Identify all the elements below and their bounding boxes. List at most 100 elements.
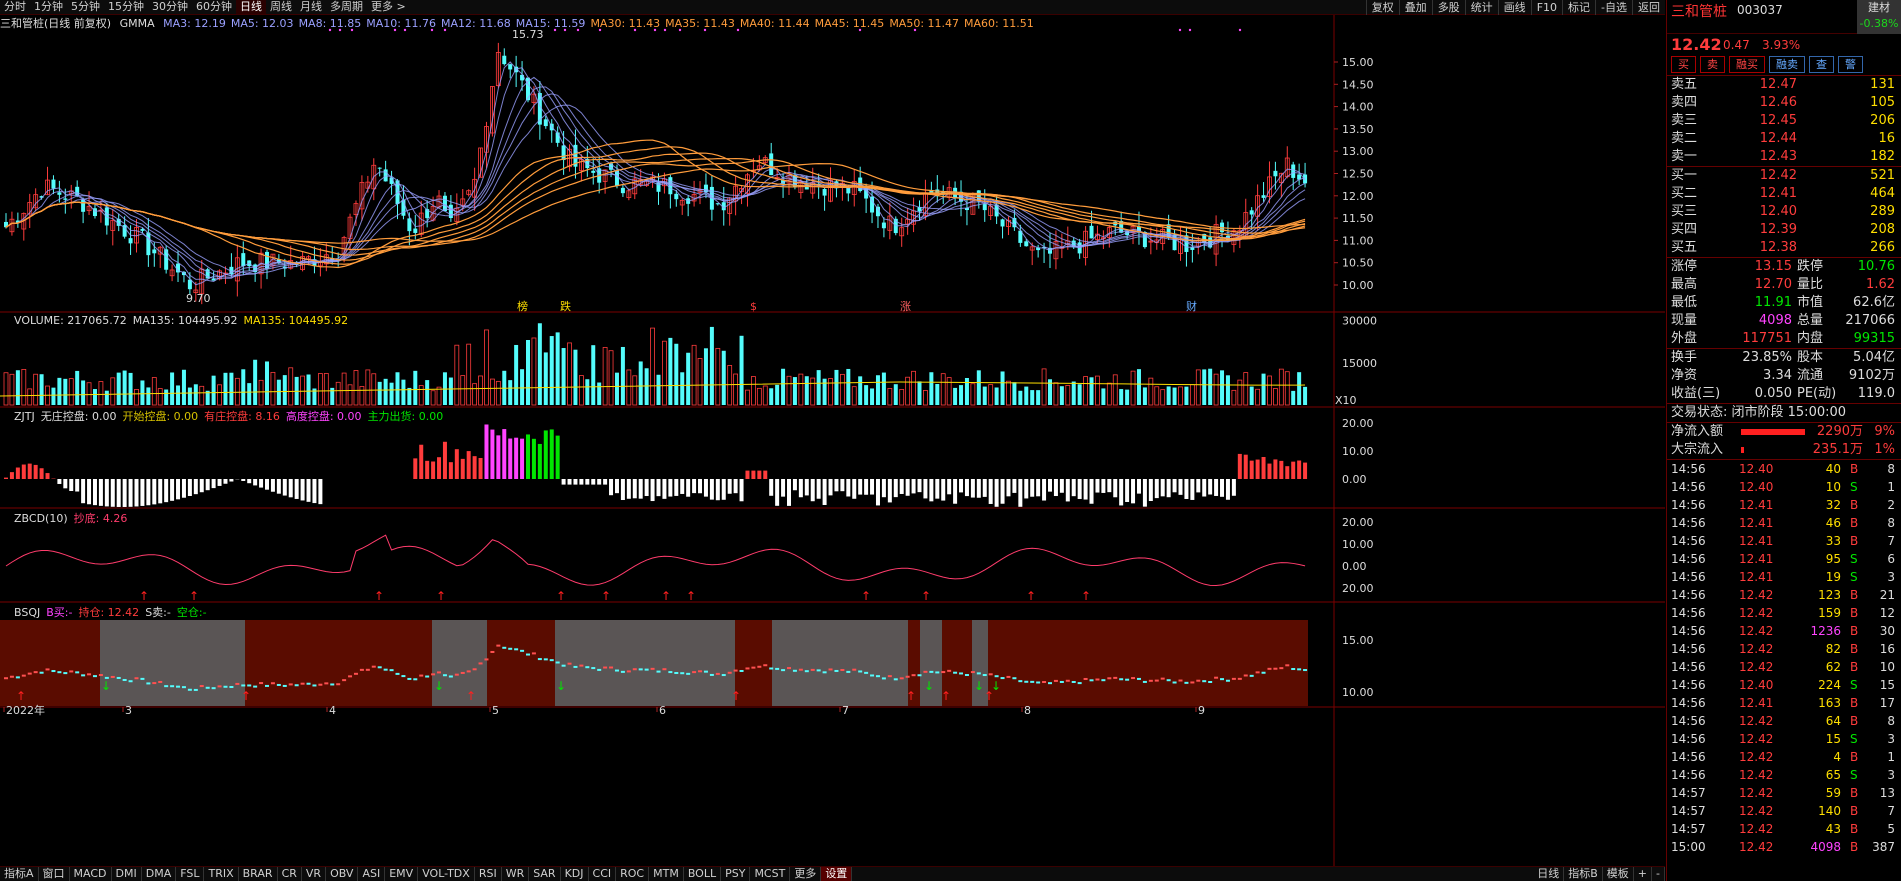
tool-button[interactable]: 返回 — [1632, 0, 1665, 15]
bottom-right-button[interactable]: 指标B — [1564, 867, 1603, 881]
panel-value: 无庄控盘: 0.00 — [40, 410, 117, 423]
trade-status: 交易状态: 闭市阶段 15:00:00 — [1671, 405, 1847, 420]
trade-button[interactable]: 买 — [1671, 56, 1696, 73]
indicator-tab[interactable]: MACD — [70, 867, 112, 881]
stat-row: 涨停 13.15 跌停 10.76 — [1671, 259, 1895, 274]
zjtj-bar — [508, 438, 513, 479]
zjtj-bar — [253, 479, 258, 486]
period-tab[interactable]: 月线 — [300, 0, 322, 13]
indicator-tab[interactable]: 更多 — [790, 867, 822, 881]
zjtj-bar — [306, 479, 311, 502]
indicator-tab[interactable]: RSI — [475, 867, 502, 881]
zjtj-bar — [1065, 479, 1070, 502]
indicator-tab[interactable]: FSL — [176, 867, 205, 881]
bsqj-mark — [300, 682, 305, 685]
tool-button[interactable]: F10 — [1530, 0, 1562, 15]
indicator-tab[interactable]: OBV — [326, 867, 359, 881]
trade-button[interactable]: 警 — [1838, 56, 1863, 73]
indicator-tab[interactable]: CCI — [589, 867, 617, 881]
indicator-tab[interactable]: TRIX — [204, 867, 239, 881]
bottom-right-button[interactable]: - — [1652, 867, 1665, 881]
zjtj-bar — [543, 430, 548, 479]
candle-body — [63, 198, 68, 200]
indicator-tab[interactable]: VOL-TDX — [418, 867, 475, 881]
indicator-tab[interactable]: DMA — [142, 867, 177, 881]
indicator-tab[interactable]: ROC — [616, 867, 650, 881]
zjtj-bar — [466, 451, 471, 479]
signal-dot — [328, 28, 332, 32]
candle-body — [620, 187, 625, 194]
tool-button[interactable]: 多股 — [1431, 0, 1465, 15]
volume-bar — [792, 377, 797, 405]
indicator-tab[interactable]: MCST — [750, 867, 791, 881]
candle-body — [1071, 240, 1076, 248]
tool-button[interactable]: -自选 — [1595, 0, 1632, 15]
bottom-right-button[interactable]: + — [1634, 867, 1653, 881]
period-tab[interactable]: 60分钟 — [196, 0, 232, 13]
trade-button[interactable]: 查 — [1809, 56, 1834, 73]
indicator-tab[interactable]: VR — [302, 867, 327, 881]
period-tab[interactable]: 30分钟 — [152, 0, 188, 13]
tool-button[interactable]: 统计 — [1464, 0, 1498, 15]
candle-body — [585, 158, 590, 169]
indicator-tab[interactable]: 窗口 — [39, 867, 70, 881]
zbcd-tick-label: 20.00 — [1342, 516, 1374, 529]
volume-bar — [21, 368, 27, 406]
bsqj-mark — [644, 668, 649, 671]
tick-row: 14:56 12.42 62 B 10 — [1671, 660, 1895, 674]
zjtj-bar — [300, 479, 305, 501]
indicator-tab[interactable]: 指标A — [0, 867, 39, 881]
candle-body — [181, 271, 186, 276]
period-tab[interactable]: 分时 — [4, 0, 26, 13]
period-tab[interactable]: 周线 — [270, 0, 292, 13]
volume-bar — [110, 377, 116, 406]
zjtj-bar — [1024, 479, 1029, 499]
period-tab[interactable]: 多周期 — [330, 0, 363, 13]
volume-bar — [270, 371, 276, 406]
trade-button[interactable]: 融买 — [1729, 56, 1765, 73]
period-tab[interactable]: 日线 — [236, 0, 266, 14]
volume-bar — [170, 372, 175, 405]
period-tab[interactable]: 更多 > — [371, 0, 406, 13]
indicator-tab[interactable]: ASI — [358, 867, 386, 881]
indicator-tab[interactable]: WR — [502, 867, 530, 881]
tick-list[interactable]: 14:56 12.40 40 B 8 14:56 12.40 10 S 1 14:56 12.41 32… — [1667, 460, 1901, 856]
indicator-tab[interactable]: BOLL — [684, 867, 722, 881]
tool-button[interactable]: 画线 — [1497, 0, 1531, 15]
candle-body — [1148, 240, 1154, 243]
bottom-right-button[interactable]: 日线 — [1533, 867, 1565, 881]
indicator-tab[interactable]: MTM — [649, 867, 684, 881]
indicator-tab[interactable]: CR — [278, 867, 302, 881]
sector-box[interactable]: 建材 -0.38% — [1857, 0, 1901, 34]
volume-tick-label: 30000 — [1342, 315, 1377, 328]
volume-bar — [33, 373, 39, 406]
zjtj-bar — [555, 435, 560, 479]
zjtj-bar — [923, 479, 928, 499]
indicator-tab[interactable]: EMV — [385, 867, 419, 881]
indicator-tab[interactable]: DMI — [112, 867, 142, 881]
indicator-tab[interactable]: PSY — [721, 867, 751, 881]
bottom-right-button[interactable]: 模板 — [1603, 867, 1634, 881]
period-tab[interactable]: 1分钟 — [34, 0, 63, 13]
price-change-pct: 3.93% — [1762, 38, 1801, 52]
tool-button[interactable]: 叠加 — [1398, 0, 1432, 15]
period-tab[interactable]: 15分钟 — [108, 0, 144, 13]
trade-button[interactable]: 融卖 — [1769, 56, 1805, 73]
bsqj-mark — [923, 670, 928, 673]
zjtj-tick-label: 10.00 — [1342, 445, 1374, 458]
period-tab[interactable]: 5分钟 — [71, 0, 100, 13]
indicator-tab[interactable]: BRAR — [239, 867, 278, 881]
chart-area[interactable]: 15.00 14.50 14.00 13.50 13.00 12.50 12.00 11.50… — [0, 0, 1665, 881]
buy-arrow-icon: ↑ — [1026, 589, 1036, 603]
tick-row: 14:56 12.41 19 S 3 — [1671, 570, 1895, 584]
indicator-tab[interactable]: KDJ — [561, 867, 589, 881]
trade-button[interactable]: 卖 — [1700, 56, 1725, 73]
tool-button[interactable]: 复权 — [1365, 0, 1399, 15]
volume-bar — [146, 387, 151, 405]
tool-button[interactable]: 标记 — [1562, 0, 1595, 15]
bsqj-zone — [245, 620, 432, 706]
indicator-tab[interactable]: 设置 — [821, 867, 853, 881]
bsqj-mark — [146, 682, 151, 685]
indicator-tab[interactable]: SAR — [529, 867, 561, 881]
buy-arrow-icon: ↑ — [466, 689, 476, 703]
